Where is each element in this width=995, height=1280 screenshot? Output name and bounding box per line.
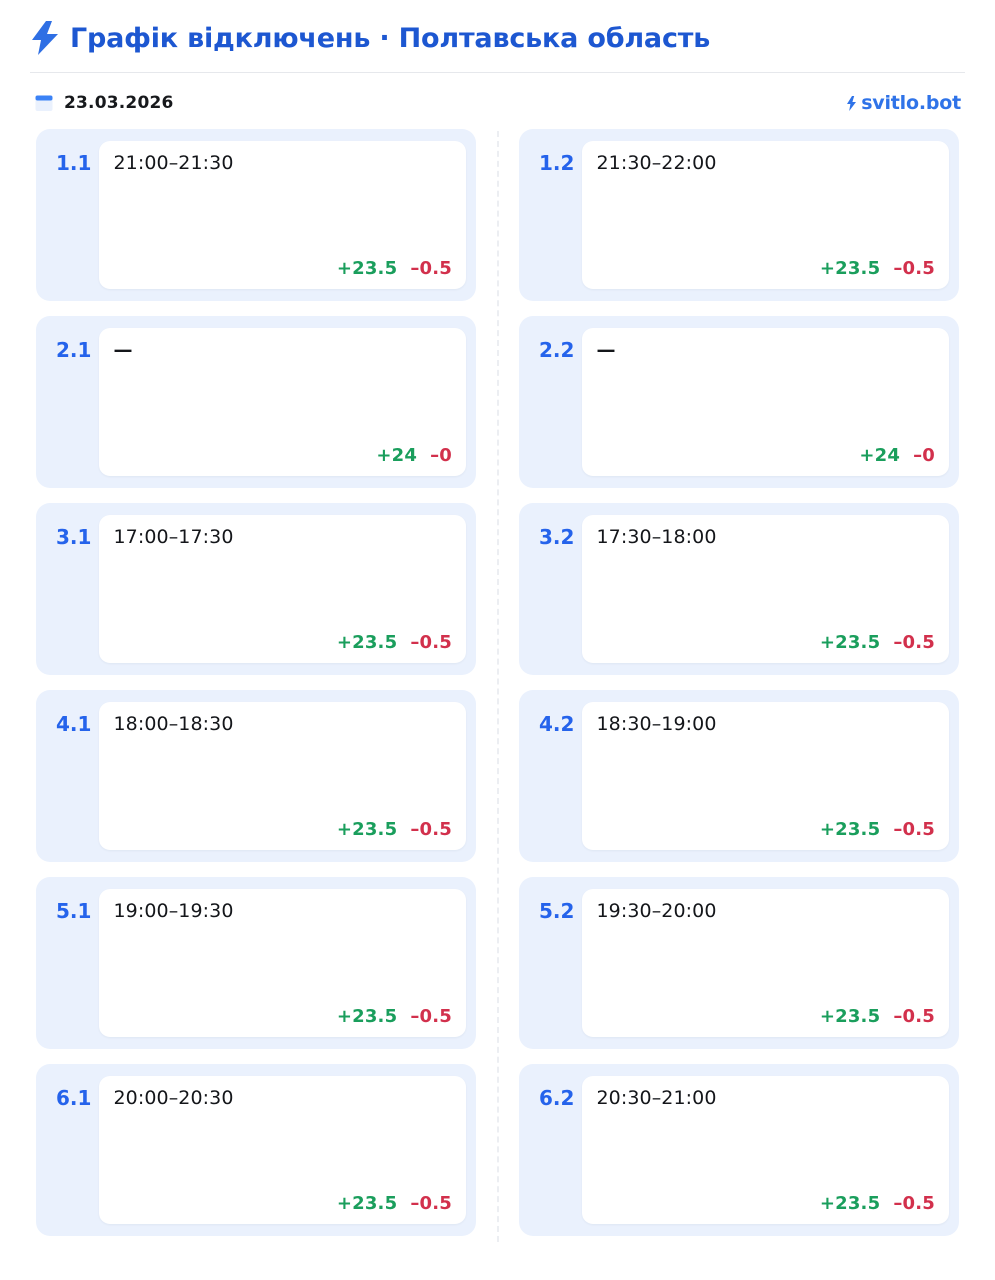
hours-without-power: –0 [913, 445, 935, 466]
outage-slot-card[interactable]: 4.1 18:00–18:30 +23.5 –0.5 [36, 690, 476, 862]
slot-panel: 17:30–18:00 +23.5 –0.5 [582, 515, 949, 663]
page-title: Графік відключень · Полтавська область [70, 22, 711, 54]
hours-with-power: +23.5 [336, 819, 398, 840]
slot-stats: +23.5 –0.5 [113, 819, 452, 840]
slot-panel: — +24 –0 [582, 328, 949, 476]
slot-stats: +24 –0 [113, 445, 452, 466]
slot-stats: +23.5 –0.5 [113, 1193, 452, 1214]
slot-time-range: 18:30–19:00 [596, 713, 717, 735]
hours-with-power: +23.5 [819, 819, 881, 840]
slot-stats: +23.5 –0.5 [113, 258, 452, 279]
hours-with-power: +23.5 [336, 1006, 398, 1027]
slot-group-label: 3.2 [539, 525, 575, 549]
hours-with-power: +23.5 [819, 258, 881, 279]
slot-group-label: 1.2 [539, 151, 575, 175]
hours-with-power: +23.5 [819, 1193, 881, 1214]
slot-group-label: 4.1 [56, 712, 92, 736]
slot-panel: 18:30–19:00 +23.5 –0.5 [582, 702, 949, 850]
hours-without-power: –0.5 [410, 1006, 452, 1027]
slot-stats: +23.5 –0.5 [596, 632, 935, 653]
outage-slot-card[interactable]: 1.1 21:00–21:30 +23.5 –0.5 [36, 129, 476, 301]
hours-without-power: –0.5 [410, 632, 452, 653]
slot-panel: 20:00–20:30 +23.5 –0.5 [99, 1076, 466, 1224]
date-group: 23.03.2026 [34, 93, 174, 113]
slot-time-range-empty: — [596, 339, 616, 361]
outage-slot-card[interactable]: 2.2 — +24 –0 [519, 316, 959, 488]
outage-slot-card[interactable]: 5.2 19:30–20:00 +23.5 –0.5 [519, 877, 959, 1049]
page-header: Графік відключень · Полтавська область [20, 0, 975, 58]
slot-group-label: 4.2 [539, 712, 575, 736]
meta-row: 23.03.2026 svitlo.bot [20, 73, 975, 117]
slot-stats: +23.5 –0.5 [596, 1006, 935, 1027]
outage-slot-card[interactable]: 3.1 17:00–17:30 +23.5 –0.5 [36, 503, 476, 675]
slot-group-label: 5.2 [539, 899, 575, 923]
outage-slot-card[interactable]: 6.2 20:30–21:00 +23.5 –0.5 [519, 1064, 959, 1236]
hours-without-power: –0.5 [410, 1193, 452, 1214]
brand-name: svitlo.bot [861, 92, 961, 114]
hours-without-power: –0.5 [893, 819, 935, 840]
hours-with-power: +23.5 [336, 1193, 398, 1214]
slot-panel: 21:00–21:30 +23.5 –0.5 [99, 141, 466, 289]
hours-without-power: –0.5 [893, 1193, 935, 1214]
lightning-bolt-icon [32, 21, 58, 55]
slot-time-range: 19:00–19:30 [113, 900, 234, 922]
slot-stats: +23.5 –0.5 [113, 632, 452, 653]
slot-group-label: 5.1 [56, 899, 92, 923]
slot-time-range: 19:30–20:00 [596, 900, 717, 922]
hours-without-power: –0.5 [893, 632, 935, 653]
slot-stats: +23.5 –0.5 [113, 1006, 452, 1027]
slot-stats: +23.5 –0.5 [596, 1193, 935, 1214]
hours-with-power: +23.5 [819, 632, 881, 653]
hours-with-power: +24 [859, 445, 901, 466]
slot-panel: 17:00–17:30 +23.5 –0.5 [99, 515, 466, 663]
slot-stats: +24 –0 [596, 445, 935, 466]
slot-panel: 18:00–18:30 +23.5 –0.5 [99, 702, 466, 850]
hours-with-power: +23.5 [819, 1006, 881, 1027]
slot-panel: 21:30–22:00 +23.5 –0.5 [582, 141, 949, 289]
slot-stats: +23.5 –0.5 [596, 819, 935, 840]
slot-time-range: 21:00–21:30 [113, 152, 234, 174]
hours-without-power: –0.5 [893, 258, 935, 279]
outage-slot-card[interactable]: 3.2 17:30–18:00 +23.5 –0.5 [519, 503, 959, 675]
slot-time-range: 20:30–21:00 [596, 1087, 717, 1109]
slot-stats: +23.5 –0.5 [596, 258, 935, 279]
schedule-date: 23.03.2026 [64, 93, 174, 113]
slot-group-label: 3.1 [56, 525, 92, 549]
slot-group-label: 6.1 [56, 1086, 92, 1110]
hours-with-power: +23.5 [336, 632, 398, 653]
hours-without-power: –0.5 [893, 1006, 935, 1027]
brand-logo[interactable]: svitlo.bot [847, 92, 961, 114]
hours-with-power: +23.5 [336, 258, 398, 279]
slot-time-range: 17:00–17:30 [113, 526, 234, 548]
slot-group-label: 2.1 [56, 338, 92, 362]
slot-time-range: 18:00–18:30 [113, 713, 234, 735]
outage-slot-card[interactable]: 5.1 19:00–19:30 +23.5 –0.5 [36, 877, 476, 1049]
slot-panel: 19:30–20:00 +23.5 –0.5 [582, 889, 949, 1037]
slot-group-label: 6.2 [539, 1086, 575, 1110]
slot-panel: — +24 –0 [99, 328, 466, 476]
slot-group-label: 2.2 [539, 338, 575, 362]
slot-group-label: 1.1 [56, 151, 92, 175]
slot-time-range: 21:30–22:00 [596, 152, 717, 174]
outage-slot-card[interactable]: 1.2 21:30–22:00 +23.5 –0.5 [519, 129, 959, 301]
hours-without-power: –0.5 [410, 258, 452, 279]
outage-slot-card[interactable]: 6.1 20:00–20:30 +23.5 –0.5 [36, 1064, 476, 1236]
slot-time-range: 20:00–20:30 [113, 1087, 234, 1109]
outage-slot-grid: 1.1 21:00–21:30 +23.5 –0.5 1.2 21:30–22:00 +23… [20, 129, 975, 1242]
hours-without-power: –0 [430, 445, 452, 466]
slot-panel: 19:00–19:30 +23.5 –0.5 [99, 889, 466, 1037]
slot-time-range-empty: — [113, 339, 133, 361]
slot-time-range: 17:30–18:00 [596, 526, 717, 548]
calendar-icon [35, 95, 53, 111]
column-divider [496, 131, 499, 1242]
header-divider [30, 72, 965, 73]
hours-with-power: +24 [376, 445, 418, 466]
hours-without-power: –0.5 [410, 819, 452, 840]
outage-slot-card[interactable]: 4.2 18:30–19:00 +23.5 –0.5 [519, 690, 959, 862]
slot-panel: 20:30–21:00 +23.5 –0.5 [582, 1076, 949, 1224]
lightning-bolt-small-icon [847, 95, 857, 111]
outage-slot-card[interactable]: 2.1 — +24 –0 [36, 316, 476, 488]
